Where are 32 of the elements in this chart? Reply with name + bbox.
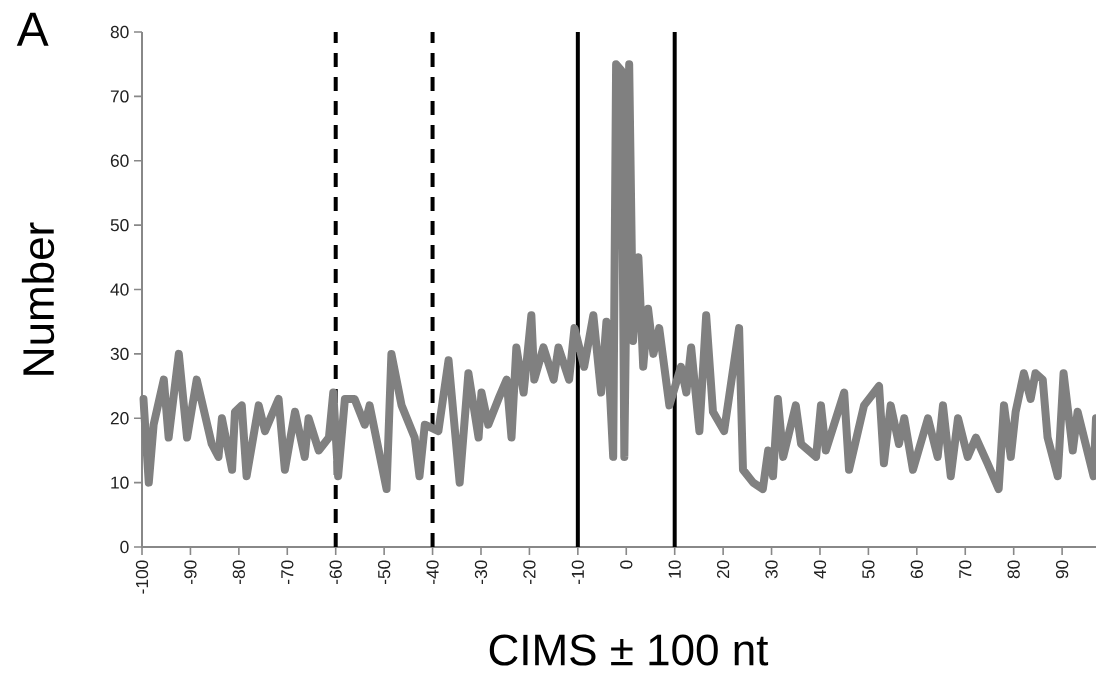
x-tick-label: 0 (620, 560, 633, 569)
x-tick-label: 40 (813, 560, 827, 579)
x-tick-label: 80 (1007, 560, 1020, 579)
x-tick-label: -90 (184, 560, 197, 584)
x-tick-label: -20 (523, 560, 536, 584)
x-tick-label: 60 (910, 560, 923, 579)
y-tick-label: 30 (110, 347, 129, 361)
x-tick-label: 50 (862, 560, 875, 579)
x-tick-label: 90 (1055, 560, 1069, 579)
y-axis-title: Number (21, 222, 55, 375)
y-tick-label: 10 (111, 476, 129, 489)
x-tick-label: 70 (959, 560, 972, 579)
x-tick-label: -100 (135, 560, 149, 594)
y-tick-label: 20 (110, 412, 129, 425)
y-tick-label: 0 (120, 540, 129, 554)
x-tick-label: -70 (281, 560, 294, 584)
x-tick-label: -10 (571, 560, 584, 584)
x-tick-label: 30 (765, 560, 778, 579)
x-axis-title: CIMS ± 100 nt (489, 634, 769, 666)
y-tick-label: 40 (110, 283, 129, 296)
y-tick-label: 70 (110, 90, 129, 103)
x-tick-label: -80 (232, 560, 245, 584)
x-tick-label: -60 (329, 560, 342, 584)
x-tick-label: -50 (377, 560, 391, 584)
x-tick-label: -40 (426, 560, 439, 584)
y-tick-label: 50 (110, 218, 129, 232)
x-tick-label: 20 (716, 560, 730, 579)
x-tick-label: -30 (474, 560, 488, 584)
y-tick-label: 80 (110, 25, 129, 39)
y-tick-label: 60 (110, 154, 129, 167)
x-tick-label: 10 (668, 560, 681, 578)
text: A (16, 12, 49, 46)
